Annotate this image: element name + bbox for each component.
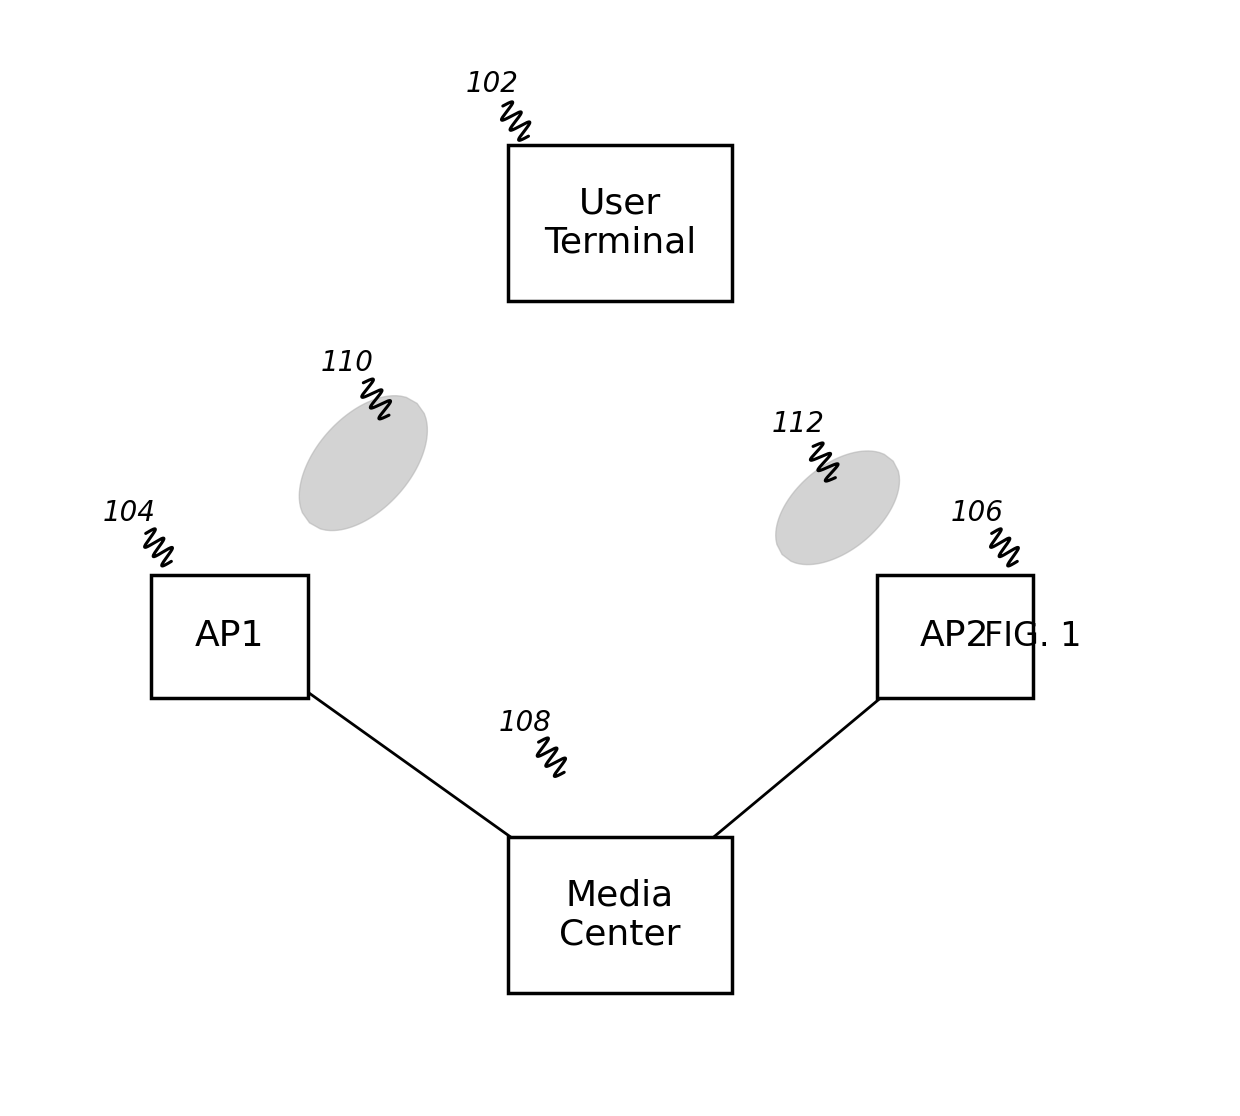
FancyBboxPatch shape — [508, 145, 732, 301]
Polygon shape — [776, 451, 899, 565]
FancyBboxPatch shape — [877, 575, 1033, 698]
Text: AP1: AP1 — [195, 619, 264, 653]
Text: FIG. 1: FIG. 1 — [985, 619, 1081, 653]
Text: 104: 104 — [103, 499, 155, 528]
Text: 112: 112 — [773, 410, 825, 439]
Text: 108: 108 — [498, 709, 552, 738]
FancyBboxPatch shape — [508, 837, 732, 993]
Text: 102: 102 — [465, 69, 518, 98]
Polygon shape — [299, 396, 428, 530]
Text: 106: 106 — [951, 499, 1003, 528]
Text: Media
Center: Media Center — [559, 878, 681, 952]
Text: AP2: AP2 — [920, 619, 990, 653]
Text: 110: 110 — [320, 348, 373, 377]
FancyBboxPatch shape — [151, 575, 308, 698]
Text: User
Terminal: User Terminal — [544, 186, 696, 260]
